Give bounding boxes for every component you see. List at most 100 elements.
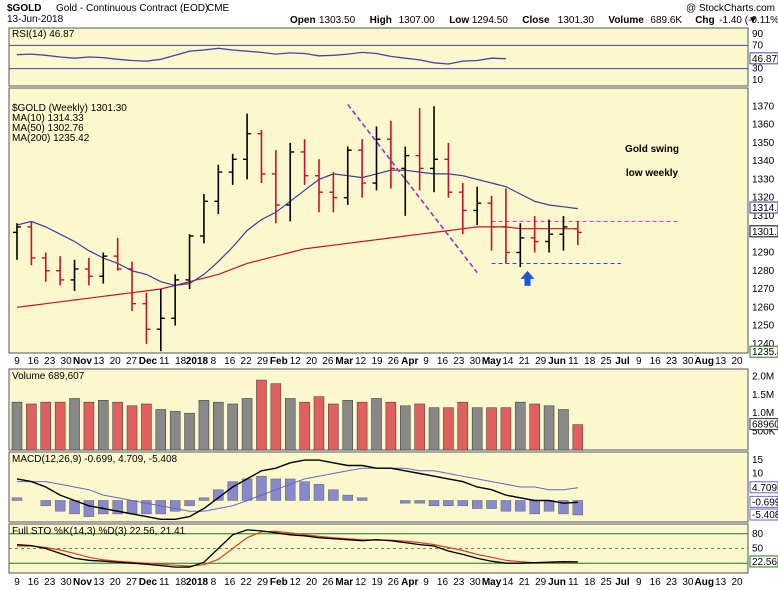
macd-histogram-bar <box>529 500 540 515</box>
quote-label: Volume <box>608 15 644 26</box>
x-axis-bottom-label: 23 <box>666 577 678 588</box>
x-axis-top-label: 23 <box>453 356 465 367</box>
macd-histogram-bar <box>11 497 23 501</box>
volume-bar <box>558 409 569 451</box>
x-axis-bottom-label: 16 <box>28 577 40 588</box>
volume-bar <box>515 401 526 451</box>
sto-tick-label: 80 <box>752 529 764 540</box>
macd-histogram-bar <box>155 500 167 515</box>
volume-bar <box>284 398 296 451</box>
down-arrow-icon: ▼ <box>748 15 758 26</box>
rsi-last-box <box>749 52 778 65</box>
volume-bar <box>141 403 152 451</box>
macd-last-label: 4.709 <box>752 483 777 494</box>
x-axis-top-label: 18 <box>175 356 187 367</box>
x-axis-top-label: 30 <box>682 356 694 367</box>
volume-bar <box>443 407 454 451</box>
volume-bar <box>328 403 339 451</box>
x-axis-top-label: 21 <box>519 356 531 367</box>
macd-histogram-bar <box>486 500 497 509</box>
rsi-tick-label: 90 <box>752 29 764 40</box>
x-axis-bottom-label: 16 <box>224 577 236 588</box>
x-axis-bottom-label: Jul <box>615 577 630 588</box>
x-axis-bottom-label: 16 <box>437 577 449 588</box>
macd-legend: MACD(12,26,9) -0.699, 4.709, -5.408 <box>12 454 178 465</box>
volume-last-label: 689607 <box>752 420 778 431</box>
macd-last-label: -5.408 <box>752 510 778 521</box>
volume-bar <box>26 403 37 451</box>
x-axis-top-label: 9 <box>14 356 20 367</box>
price-tick-label: 1290 <box>752 247 775 258</box>
x-axis-top-label: 27 <box>126 356 138 367</box>
volume-bar <box>126 405 138 451</box>
x-axis-top-label: 12 <box>290 356 302 367</box>
volume-bar <box>155 409 167 451</box>
macd-last-box <box>749 495 778 508</box>
macd-histogram-bar <box>256 476 267 501</box>
volume-bar <box>457 401 469 451</box>
volume-bar <box>543 405 555 451</box>
volume-bar <box>69 398 80 451</box>
x-axis-top-label: 2018 <box>186 356 209 367</box>
price-legend-item: $GOLD (Weekly) 1301.30 <box>12 103 127 114</box>
x-axis-top-label: Aug <box>695 356 714 367</box>
price-tick-label: 1250 <box>752 321 775 332</box>
x-axis-bottom-label: 26 <box>388 577 400 588</box>
x-axis-top-label: Dec <box>139 356 158 367</box>
volume-bar <box>184 412 195 451</box>
sto-d-line <box>17 530 578 567</box>
macd-histogram-bar <box>184 500 195 507</box>
volume-bar <box>371 398 382 451</box>
price-last-label: 1235.42 <box>752 347 778 358</box>
volume-bar <box>83 401 95 451</box>
macd-histogram-bar <box>126 500 138 515</box>
macd-histogram-bar <box>558 500 569 515</box>
x-axis-bottom-label: 18 <box>175 577 187 588</box>
chart-symbol: $GOLD <box>7 3 41 14</box>
x-axis-bottom-label: 18 <box>584 577 596 588</box>
macd-histogram-bar <box>241 478 253 501</box>
macd-histogram-bar <box>356 497 368 501</box>
x-axis-top-label: 9 <box>636 356 642 367</box>
volume-bar <box>529 403 540 451</box>
x-axis-bottom-label: 23 <box>453 577 465 588</box>
macd-histogram-bar <box>40 500 51 507</box>
x-axis-bottom-label: 11 <box>159 577 170 588</box>
rsi-tick-label: 10 <box>752 75 764 86</box>
x-axis-bottom-label: 20 <box>731 577 743 588</box>
volume-bar <box>342 400 353 451</box>
chart-exchange: CME <box>207 3 230 14</box>
price-tick-label: 1260 <box>752 302 775 313</box>
x-axis-top-label: 18 <box>584 356 596 367</box>
quote-value: 1294.50 <box>472 15 509 26</box>
x-axis-top-label: 25 <box>601 356 613 367</box>
x-axis-bottom-label: Dec <box>139 577 158 588</box>
quote-value: 1303.50 <box>319 15 356 26</box>
sto-last-label: 22.56 <box>752 557 777 568</box>
x-axis-top-label: 23 <box>44 356 56 367</box>
x-axis-top-label: 12 <box>355 356 367 367</box>
macd-last-box <box>749 481 778 494</box>
x-axis-top-label: 16 <box>28 356 40 367</box>
volume-bar <box>11 401 23 451</box>
macd-histogram-bar <box>54 500 66 512</box>
x-axis-bottom-label: 14 <box>502 577 514 588</box>
x-axis-bottom-label: Nov <box>73 577 92 588</box>
x-axis-bottom-label: 22 <box>241 577 253 588</box>
macd-histogram-bar <box>500 500 512 512</box>
macd-last-label: -0.699 <box>752 497 778 508</box>
x-axis-bottom-label: 12 <box>355 577 367 588</box>
macd-tick-label: 10 <box>752 469 764 480</box>
macd-signal-line <box>17 467 578 512</box>
chart-date: 13-Jun-2018 <box>7 14 64 25</box>
price-legend-item: MA(50) 1302.76 <box>12 123 84 134</box>
volume-bar <box>471 407 483 451</box>
volume-bar <box>227 403 238 451</box>
volume-bar <box>414 403 425 451</box>
x-axis-top-label: May <box>482 356 502 367</box>
x-axis-bottom-label: 11 <box>568 577 579 588</box>
x-axis-top-label: Jul <box>615 356 630 367</box>
x-axis-bottom-label: 13 <box>715 577 727 588</box>
